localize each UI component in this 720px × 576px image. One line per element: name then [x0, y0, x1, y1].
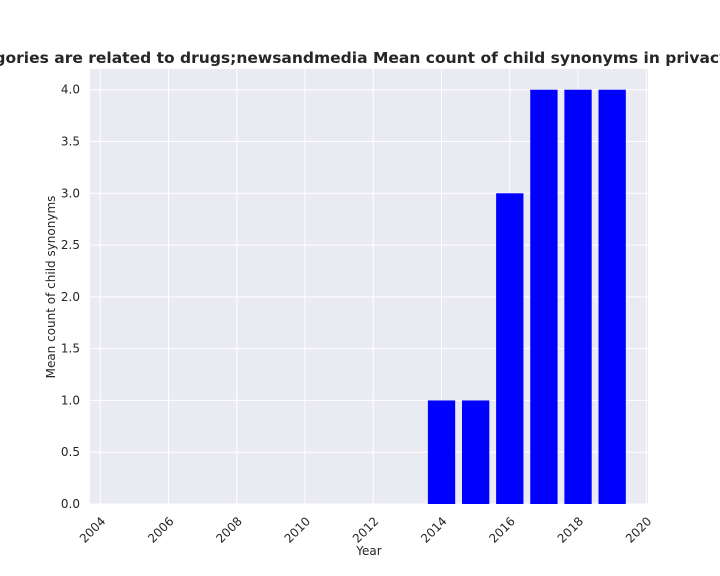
- bar-2017: [530, 89, 558, 504]
- y-tick-label: 3.5: [61, 135, 80, 149]
- bar-2014: [427, 400, 456, 504]
- bar-2019: [598, 89, 626, 504]
- y-tick-label: 1.0: [61, 393, 80, 407]
- x-tick-label: 2006: [145, 514, 176, 545]
- y-tick-label: 1.5: [61, 342, 80, 356]
- bars: [427, 89, 626, 505]
- y-tick-label: 3.0: [61, 186, 80, 200]
- plot-background: [90, 69, 648, 504]
- x-tick-label: 2008: [213, 514, 244, 545]
- y-tick-label: 0.5: [61, 445, 80, 459]
- x-tick-label: 2012: [350, 514, 381, 545]
- chart-title: All categories are related to drugs;news…: [0, 49, 720, 67]
- x-tick-label: 2018: [555, 514, 586, 545]
- x-tick-label: 2004: [77, 514, 108, 545]
- bar-2015: [462, 400, 490, 504]
- y-tick-labels: 0.0 0.5 1.0 1.5 2.0 2.5 3.0 3.5 4.0: [61, 83, 80, 511]
- y-tick-label: 4.0: [61, 83, 80, 97]
- bar-2018: [564, 89, 592, 504]
- x-tick-label: 2020: [623, 514, 654, 545]
- gridlines: [90, 69, 648, 505]
- x-tick-label: 2014: [418, 514, 449, 545]
- x-tick-label: 2016: [486, 514, 517, 545]
- x-axis-label: Year: [355, 544, 381, 558]
- y-axis-label: Mean count of child synonyms: [44, 196, 58, 379]
- y-tick-label: 0.0: [61, 497, 80, 511]
- bar-2016: [496, 193, 524, 505]
- x-tick-label: 2010: [282, 514, 313, 545]
- x-tick-labels: 2004 2006 2008 2010 2012 2014 2016 2018 2020: [77, 514, 655, 545]
- y-tick-label: 2.0: [61, 290, 80, 304]
- y-tick-label: 2.5: [61, 238, 80, 252]
